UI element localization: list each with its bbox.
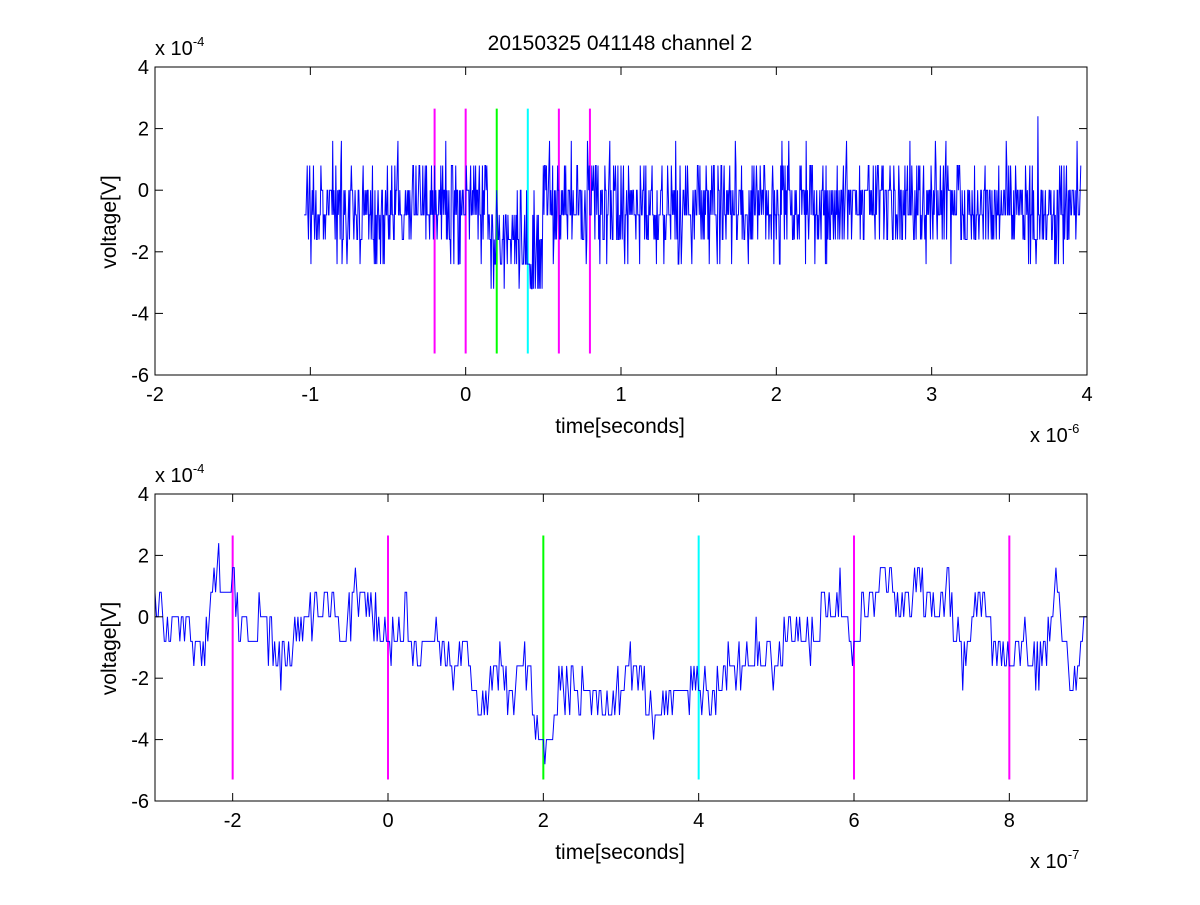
bottom-marker-lines [231, 535, 1011, 780]
bottom-y-exponent-base: x 10 [155, 465, 193, 487]
y-tick-label: -6 [131, 791, 149, 813]
bottom-trace [154, 543, 1087, 765]
top-x-exponent-power: -6 [1068, 421, 1080, 436]
y-tick-label: -2 [131, 242, 149, 264]
y-tick-label: -4 [131, 730, 149, 752]
bottom-y-tick-labels: -6 -4 -2 0 2 4 [131, 484, 149, 813]
bottom-axes-frame [154, 493, 1088, 802]
top-x-tick-labels: -2 -1 0 1 2 3 4 [146, 384, 1092, 406]
bottom-x-exponent-base: x 10 [1030, 851, 1068, 873]
bottom-axes: -2 0 2 4 6 8 -6 -4 -2 0 2 4 time[seconds] voltage[… [98, 461, 1088, 873]
y-tick-label: -4 [131, 303, 149, 325]
bottom-x-exponent: x 10-7 [1030, 847, 1079, 873]
y-tick-label: 2 [138, 119, 149, 141]
top-y-tick-labels: -6 -4 -2 0 2 4 [131, 57, 149, 387]
x-tick-label: 8 [1004, 810, 1015, 832]
bottom-y-axis-label: voltage[V] [98, 602, 121, 695]
x-tick-label: 6 [848, 810, 859, 832]
top-y-exponent-base: x 10 [155, 38, 193, 60]
bottom-x-tick-labels: -2 0 2 4 6 8 [224, 810, 1015, 832]
y-tick-label: 0 [138, 180, 149, 202]
figure-title: 20150325 041148 channel 2 [488, 32, 753, 55]
top-y-exponent: x 10-4 [155, 34, 204, 60]
x-tick-label: 2 [771, 384, 782, 406]
voltage-trace-line [304, 116, 1082, 290]
x-tick-label: 4 [693, 810, 704, 832]
y-tick-label: 2 [138, 545, 149, 567]
y-tick-label: 4 [138, 57, 149, 79]
x-tick-label: 1 [615, 384, 626, 406]
x-tick-label: 0 [382, 810, 393, 832]
y-tick-label: -6 [131, 365, 149, 387]
bottom-y-exponent-power: -4 [193, 461, 205, 476]
voltage-trace-line [154, 543, 1087, 765]
y-tick-label: 0 [138, 607, 149, 629]
bottom-x-exponent-power: -7 [1068, 847, 1080, 862]
x-tick-label: -1 [301, 384, 319, 406]
bottom-x-axis-label: time[seconds] [555, 841, 685, 864]
top-y-axis-label: voltage[V] [98, 175, 121, 268]
top-trace [304, 116, 1082, 290]
top-x-exponent: x 10-6 [1030, 421, 1079, 447]
top-x-exponent-base: x 10 [1030, 425, 1068, 447]
x-tick-label: 0 [460, 384, 471, 406]
y-tick-label: 4 [138, 484, 149, 506]
x-tick-label: 3 [926, 384, 937, 406]
x-tick-label: -2 [146, 384, 164, 406]
x-tick-label: -2 [224, 810, 242, 832]
bottom-y-exponent: x 10-4 [155, 461, 204, 487]
top-x-axis-label: time[seconds] [555, 415, 685, 438]
bottom-tick-marks [155, 493, 1087, 802]
top-axes: -2 -1 0 1 2 3 4 -6 -4 -2 0 2 4 time[seconds] voltag… [98, 34, 1093, 447]
x-tick-label: 2 [538, 810, 549, 832]
top-marker-lines [433, 108, 591, 354]
top-tick-marks [154, 66, 1088, 376]
x-tick-label: 4 [1081, 384, 1092, 406]
top-y-exponent-power: -4 [193, 34, 205, 49]
y-tick-label: -2 [131, 668, 149, 690]
